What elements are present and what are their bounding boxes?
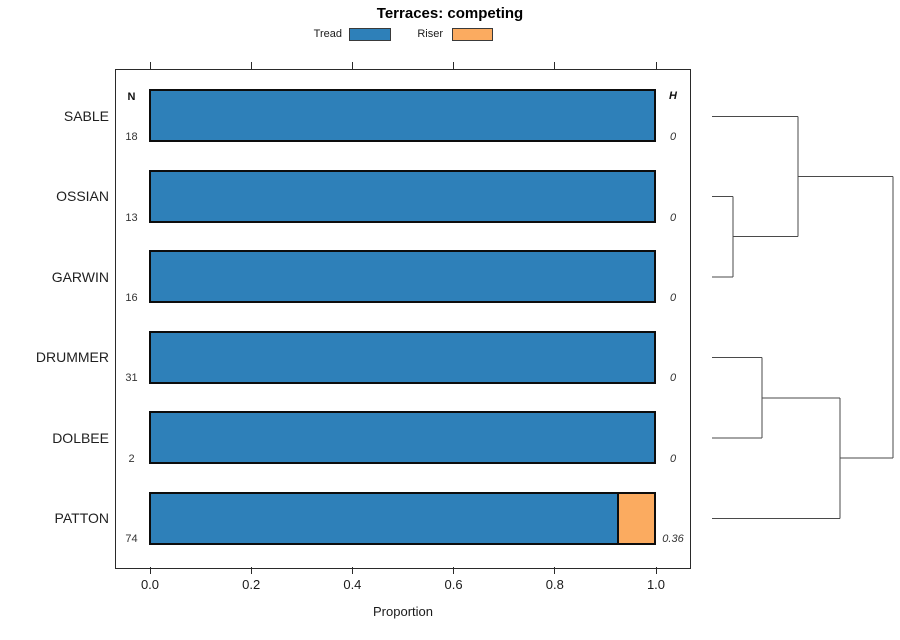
x-tick-top (149, 62, 151, 69)
h-value: 0 (669, 292, 677, 304)
x-tick-top (453, 62, 455, 69)
legend-swatch-tread (349, 28, 391, 41)
x-tick-label: 0.8 (545, 577, 564, 592)
h-column-header: H (669, 90, 677, 102)
category-label: DRUMMER (35, 349, 109, 365)
legend-label-tread: Tread (313, 28, 342, 40)
x-tick-top (554, 62, 556, 69)
x-tick-top (655, 62, 657, 69)
h-value: 0 (669, 212, 677, 224)
h-value: 0 (669, 131, 677, 143)
x-tick-bottom (351, 567, 353, 574)
category-label: DOLBEE (52, 430, 109, 446)
h-value: 0 (669, 372, 677, 384)
category-label: OSSIAN (56, 188, 109, 204)
n-value: 16 (125, 292, 138, 304)
n-column-header: N (127, 91, 136, 103)
x-tick-bottom (554, 567, 556, 574)
x-tick-bottom (149, 567, 151, 574)
bar (149, 250, 656, 303)
n-value: 31 (125, 372, 138, 384)
category-label: GARWIN (51, 269, 109, 285)
category-label: PATTON (54, 510, 109, 526)
legend-label-riser: Riser (417, 28, 443, 40)
x-tick-label: 1.0 (646, 577, 666, 592)
x-axis-title: Proportion (373, 604, 433, 619)
bar (149, 170, 656, 223)
legend-swatch-riser (452, 28, 493, 41)
bar (149, 331, 656, 384)
n-value: 13 (125, 212, 138, 224)
x-tick-bottom (453, 567, 455, 574)
n-value: 74 (125, 533, 138, 545)
bar-segment-tread (151, 91, 654, 140)
x-tick-label: 0.4 (343, 577, 362, 592)
x-tick-bottom (250, 567, 252, 574)
x-tick-top (351, 62, 353, 69)
h-value: 0.36 (662, 533, 684, 545)
x-tick-label: 0.6 (444, 577, 463, 592)
bar (149, 411, 656, 464)
bar (149, 492, 656, 545)
x-tick-label: 0.0 (140, 577, 160, 592)
x-tick-label: 0.2 (242, 577, 261, 592)
bar-segment-tread (151, 494, 617, 543)
x-tick-bottom (655, 567, 657, 574)
n-value: 2 (128, 453, 135, 465)
bar-segment-tread (151, 172, 654, 221)
chart-title: Terraces: competing (376, 5, 524, 22)
category-label: SABLE (63, 108, 109, 124)
x-tick-top (250, 62, 252, 69)
bar (149, 89, 656, 142)
n-value: 18 (125, 131, 138, 143)
bar-segment-tread (151, 252, 654, 301)
h-value: 0 (669, 453, 677, 465)
bar-segment-riser (616, 494, 654, 543)
bar-segment-tread (151, 333, 654, 382)
plot-area-border (115, 69, 691, 569)
bar-segment-tread (151, 413, 654, 462)
